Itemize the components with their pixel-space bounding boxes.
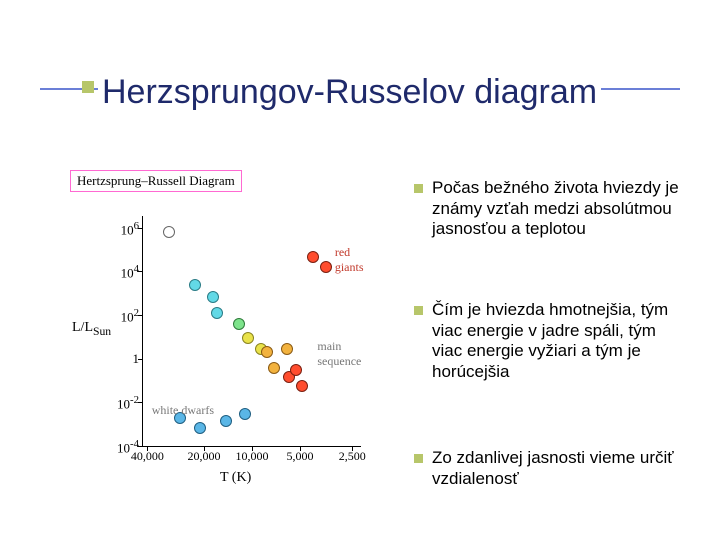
x-tick-mark xyxy=(352,446,353,451)
y-axis-label-main: L/L xyxy=(72,320,93,335)
paragraph-1-text: Počas bežného života hviezdy je známy vz… xyxy=(432,178,679,238)
paragraph-2: Čím je hviezda hmotnejšia, tým viac ener… xyxy=(432,300,684,383)
x-tick-label: 5,000 xyxy=(286,449,313,464)
data-point xyxy=(268,362,280,374)
bullet-icon xyxy=(414,306,423,315)
x-tick-label: 2,500 xyxy=(339,449,366,464)
bullet-icon xyxy=(414,184,423,193)
x-tick-label: 40,000 xyxy=(131,449,164,464)
y-tick-mark xyxy=(138,315,143,316)
data-point xyxy=(290,364,302,376)
data-point xyxy=(320,261,332,273)
x-tick-mark xyxy=(300,446,301,451)
data-point xyxy=(242,332,254,344)
paragraph-3-text: Zo zdanlivej jasnosti vieme určiť vzdial… xyxy=(432,448,674,488)
paragraph-2-text: Čím je hviezda hmotnejšia, tým viac ener… xyxy=(432,300,668,381)
data-point xyxy=(194,422,206,434)
data-point xyxy=(261,346,273,358)
y-tick-mark xyxy=(138,446,143,447)
data-point xyxy=(296,380,308,392)
y-tick-label: 104 xyxy=(103,263,139,281)
x-tick-label: 10,000 xyxy=(236,449,269,464)
hr-diagram-figure: Hertzsprung–Russell Diagram L/LSun T (K)… xyxy=(60,170,390,510)
figure-caption-box: Hertzsprung–Russell Diagram xyxy=(70,170,242,192)
hr-plot-area: 106104102110-210-440,00020,00010,0005,00… xyxy=(142,216,361,447)
x-tick-label: 20,000 xyxy=(188,449,221,464)
bullet-icon xyxy=(414,454,423,463)
x-axis-label: T (K) xyxy=(220,470,251,486)
data-point xyxy=(220,415,232,427)
slide-title: Herzsprungov-Russelov diagram xyxy=(98,73,601,112)
chart-region-label: main sequence xyxy=(317,339,361,369)
x-tick-mark xyxy=(204,446,205,451)
y-tick-mark xyxy=(138,271,143,272)
y-tick-label: 10-2 xyxy=(103,394,139,412)
y-tick-label: 1 xyxy=(103,351,139,367)
data-point xyxy=(189,279,201,291)
data-point xyxy=(233,318,245,330)
data-point xyxy=(239,408,251,420)
y-axis-label-sub: Sun xyxy=(93,325,111,338)
y-tick-label: 102 xyxy=(103,307,139,325)
x-tick-mark xyxy=(252,446,253,451)
data-point xyxy=(307,251,319,263)
chart-region-label: white dwarfs xyxy=(152,403,214,418)
data-point xyxy=(207,291,219,303)
y-tick-mark xyxy=(138,228,143,229)
paragraph-3: Zo zdanlivej jasnosti vieme určiť vzdial… xyxy=(432,448,684,489)
paragraph-1: Počas bežného života hviezdy je známy vz… xyxy=(432,178,684,240)
y-tick-mark xyxy=(138,402,143,403)
data-point xyxy=(281,343,293,355)
title-bullet-square xyxy=(82,81,94,93)
data-point xyxy=(163,226,175,238)
slide-title-bar: Herzsprungov-Russelov diagram xyxy=(40,88,680,112)
x-tick-mark xyxy=(147,446,148,451)
data-point xyxy=(211,307,223,319)
y-tick-mark xyxy=(138,359,143,360)
chart-region-label: red giants xyxy=(335,245,364,275)
y-tick-label: 106 xyxy=(103,220,139,238)
